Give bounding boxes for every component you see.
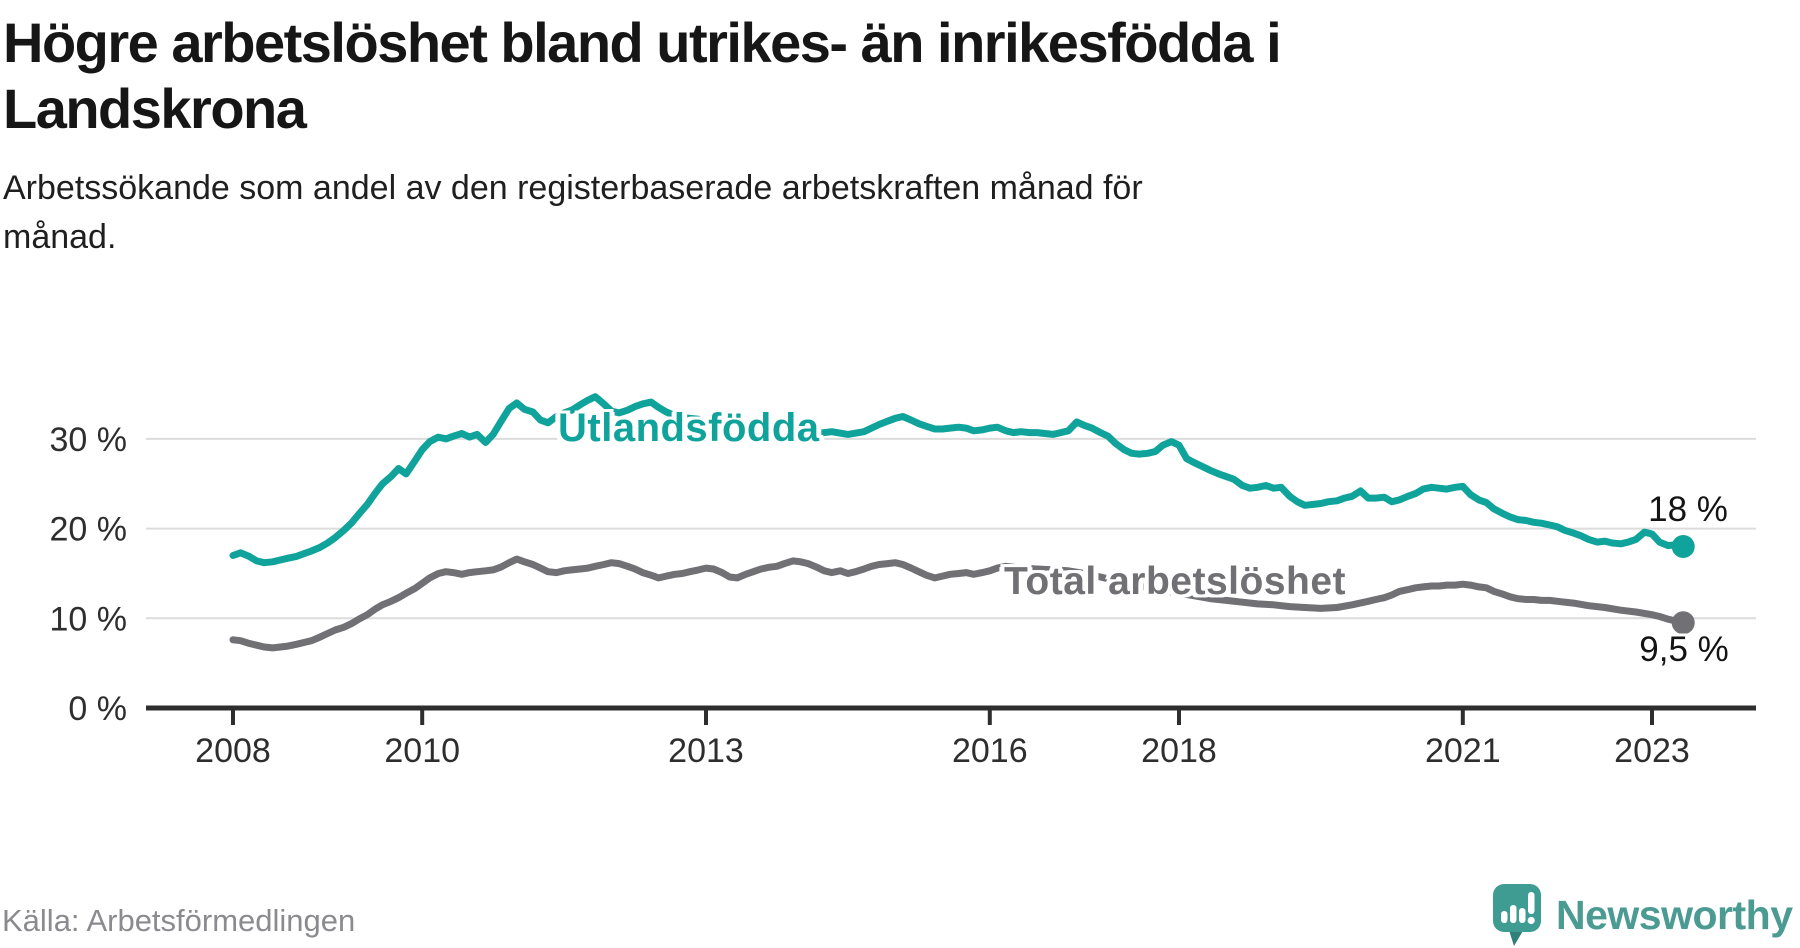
series-line-1 xyxy=(229,555,1687,652)
newsworthy-bar-chart-icon xyxy=(1493,884,1541,946)
x-tick-label: 2008 xyxy=(195,732,271,770)
x-tick-label: 2013 xyxy=(668,732,744,770)
brand-name: Newsworthy xyxy=(1556,892,1793,938)
subtitle-line-2: månad. xyxy=(3,218,117,256)
y-tick-label: 30 % xyxy=(50,421,128,459)
subtitle-line-1: Arbetssökande som andel av den registerb… xyxy=(3,169,1143,207)
y-tick-label: 0 % xyxy=(68,690,127,728)
end-value-label-utlandsfodda: 18 % xyxy=(1648,490,1728,529)
source-credit: Källa: Arbetsförmedlingen xyxy=(2,903,356,938)
x-tick-label: 2010 xyxy=(384,732,460,770)
x-tick-label: 2021 xyxy=(1425,732,1501,770)
page-title: Högre arbetslöshet bland utrikes- än inr… xyxy=(3,10,1563,142)
series-end-dot-1 xyxy=(1671,611,1695,635)
series-end-dot-0 xyxy=(1671,535,1695,559)
series-line-0 xyxy=(229,393,1687,567)
chart-subtitle: Arbetssökande som andel av den registerb… xyxy=(3,164,1503,262)
x-tick-label: 2018 xyxy=(1141,732,1217,770)
series-label-utlandsfodda: Utlandsfödda xyxy=(558,406,820,450)
x-tick-label: 2016 xyxy=(952,732,1028,770)
newsworthy-logo: Newsworthy xyxy=(1489,884,1793,948)
series-label-total-arbetsloshet: Total arbetslöshet xyxy=(1004,560,1347,603)
end-value-label-total: 9,5 % xyxy=(1639,630,1729,669)
y-tick-label: 10 % xyxy=(50,600,128,638)
x-tick-label: 2023 xyxy=(1614,732,1690,770)
title-line-1: Högre arbetslöshet bland utrikes- än inr… xyxy=(3,11,1282,74)
y-tick-label: 20 % xyxy=(50,511,128,549)
title-line-2: Landskrona xyxy=(3,77,307,140)
